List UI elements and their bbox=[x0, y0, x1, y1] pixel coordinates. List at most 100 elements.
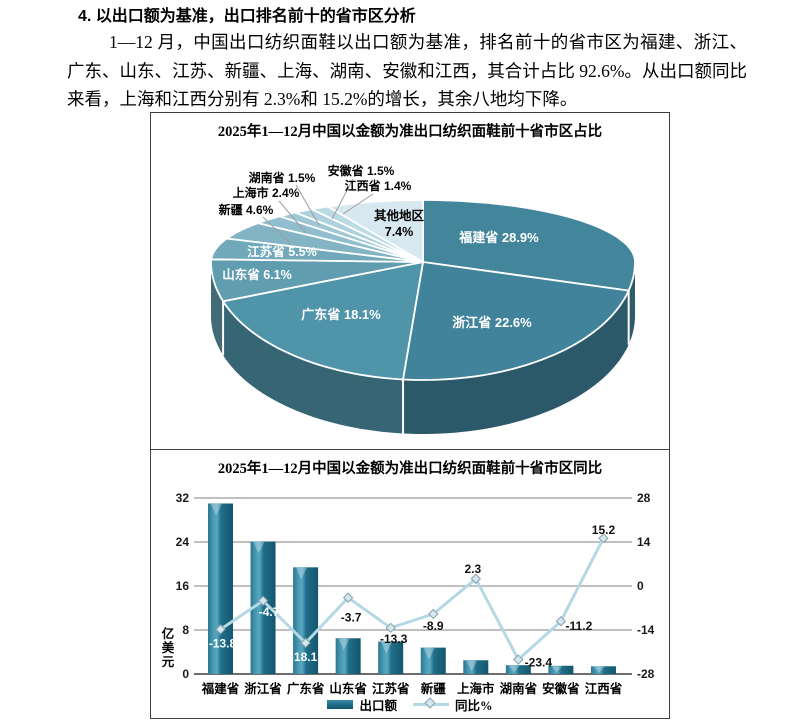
trend-marker bbox=[470, 573, 482, 584]
pie-slice bbox=[327, 199, 424, 263]
category-label: 江西省 bbox=[585, 681, 623, 696]
trend-data-label: -23.4 bbox=[525, 655, 553, 669]
axis-tick-right: 14 bbox=[637, 535, 651, 549]
bar-bevel-highlight bbox=[338, 638, 350, 650]
pie-slice bbox=[402, 261, 630, 381]
pie-slice-side bbox=[223, 301, 403, 434]
axis-tick-right: -28 bbox=[637, 667, 655, 681]
category-label: 湖南省 bbox=[500, 681, 538, 696]
axis-tick-right: 28 bbox=[637, 491, 651, 505]
trend-data-label: -4.7 bbox=[259, 604, 280, 618]
trend-marker bbox=[300, 637, 311, 648]
pie-slice-label: 广东省 18.1% bbox=[301, 307, 381, 322]
pie-slice-side bbox=[628, 262, 635, 345]
bar-bevel-highlight bbox=[381, 641, 393, 654]
pie-chart: 福建省 28.9% 浙江省 22.6% 广东省 18.1% 山东省 6.1% 江苏省 5… bbox=[210, 163, 636, 434]
trend-marker bbox=[428, 608, 439, 619]
pie-slice-label: 山东省 6.1% bbox=[222, 267, 291, 282]
bar-bevel-highlight bbox=[296, 567, 308, 579]
pie-slice bbox=[226, 222, 424, 263]
bar bbox=[378, 641, 404, 674]
trend-data-label: 2.3 bbox=[464, 561, 481, 575]
category-label: 浙江省 bbox=[244, 681, 282, 696]
pie-slice-label: 福建省 28.9% bbox=[458, 230, 539, 245]
trend-data-label: 15.2 bbox=[592, 523, 616, 537]
pie-leader-line bbox=[342, 193, 374, 215]
bar bbox=[505, 664, 531, 674]
legend-item-yoy: 同比% bbox=[413, 695, 493, 714]
axis-tick-left: 8 bbox=[182, 623, 189, 637]
pie-chart-panel: 福建省 28.9% 浙江省 22.6% 广东省 18.1% 山东省 6.1% 江苏省 5… bbox=[150, 112, 670, 450]
chart-legend: 出口额 同比% bbox=[151, 696, 669, 714]
bar-bevel-highlight bbox=[253, 541, 265, 553]
bar-bevel-highlight bbox=[593, 666, 605, 672]
category-label: 新疆 bbox=[421, 681, 447, 696]
category-label: 广东省 bbox=[287, 681, 325, 696]
bar bbox=[590, 665, 616, 674]
pie-slice bbox=[422, 199, 636, 292]
bar-bevel-highlight bbox=[423, 647, 435, 660]
diamond-marker-icon bbox=[424, 697, 436, 709]
trend-data-label: -8.9 bbox=[423, 618, 444, 632]
trend-marker bbox=[385, 622, 396, 633]
pie-slice bbox=[222, 261, 424, 381]
bar-line-chart: 0 8 16 24 32 -28 -14 0 14 28 亿美元 -13.8 -4.7 -18.1 -3.7… bbox=[162, 491, 655, 696]
pie-slice-label: 浙江省 22.6% bbox=[452, 315, 532, 330]
trend-marker bbox=[513, 653, 524, 665]
pie-leader-line bbox=[295, 184, 320, 226]
bar bbox=[420, 647, 446, 674]
pie-leader-line bbox=[262, 216, 292, 245]
bar bbox=[335, 637, 361, 674]
legend-item-export-value: 出口额 bbox=[327, 695, 397, 714]
pie-slice-label: 上海市 2.4% bbox=[233, 185, 300, 200]
axis-tick-left: 32 bbox=[176, 491, 190, 505]
pie-slice-label: 江西省 1.4% bbox=[345, 178, 412, 193]
category-label: 江苏省 bbox=[372, 681, 410, 696]
category-label: 安徽省 bbox=[542, 681, 580, 696]
y-axis-title: 亿美元 bbox=[162, 626, 175, 669]
pie-slice-label: 江苏省 5.5% bbox=[247, 244, 316, 259]
trend-marker bbox=[215, 623, 226, 635]
pie-leader-line bbox=[331, 178, 354, 220]
body-paragraph: 1—12 月，中国出口纺织面鞋以出口额为基准，排名前十的省市区为福建、浙江、广东… bbox=[67, 32, 747, 109]
bar bbox=[548, 665, 574, 674]
bar bbox=[293, 566, 319, 674]
pie-slice bbox=[210, 258, 424, 303]
line-series-swatch-icon bbox=[413, 697, 449, 709]
trend-data-label: -13.3 bbox=[380, 631, 408, 645]
section-heading: 4. 以出口额为基准，出口排名前十的省市区分析 bbox=[78, 8, 416, 25]
bar-series-swatch-icon bbox=[327, 700, 354, 709]
axis-tick-right: -14 bbox=[637, 623, 655, 637]
pie-slice-label: 安徽省 1.5% bbox=[328, 163, 395, 178]
bar-chart-panel: 0 8 16 24 32 -28 -14 0 14 28 亿美元 -13.8 -4.7 -18.1 -3.7… bbox=[150, 448, 670, 719]
trend-data-label: -13.8 bbox=[209, 636, 237, 650]
trend-marker bbox=[598, 532, 609, 543]
pie-slice-side bbox=[211, 262, 224, 356]
pie-chart-title: 2025年1—12月中国以金额为准出口纺织面鞋前十省市区占比 bbox=[217, 124, 603, 140]
pie-slice-label: 新疆 4.6% bbox=[219, 202, 274, 217]
bar-bevel-highlight bbox=[211, 503, 222, 515]
category-label: 上海市 bbox=[457, 681, 495, 696]
trend-data-label: -18.1 bbox=[290, 649, 318, 663]
trend-marker bbox=[342, 591, 354, 603]
bar bbox=[463, 659, 489, 674]
bar bbox=[208, 503, 233, 674]
bar-bevel-highlight bbox=[551, 665, 563, 672]
pie-slice-label: 7.4% bbox=[385, 225, 414, 239]
category-label: 福建省 bbox=[201, 681, 240, 696]
legend-label-export: 出口额 bbox=[359, 699, 397, 713]
axis-tick-right: 0 bbox=[637, 579, 644, 593]
bar-chart-title: 2025年1—12月中国以金额为准出口纺织面鞋前十省市区同比 bbox=[217, 460, 603, 477]
trend-marker bbox=[257, 595, 269, 606]
category-label: 山东省 bbox=[329, 681, 367, 696]
axis-tick-left: 24 bbox=[176, 535, 190, 549]
pie-slice-side bbox=[403, 290, 629, 434]
trend-marker bbox=[555, 615, 567, 626]
pie-slice-label: 其他地区 bbox=[374, 208, 425, 223]
legend-label-yoy: 同比% bbox=[455, 699, 493, 713]
pie-slice-label: 湖南省 1.5% bbox=[249, 170, 316, 185]
axis-tick-left: 0 bbox=[182, 667, 189, 681]
bar-bevel-highlight bbox=[466, 660, 478, 671]
trend-data-label: -3.7 bbox=[341, 610, 362, 624]
